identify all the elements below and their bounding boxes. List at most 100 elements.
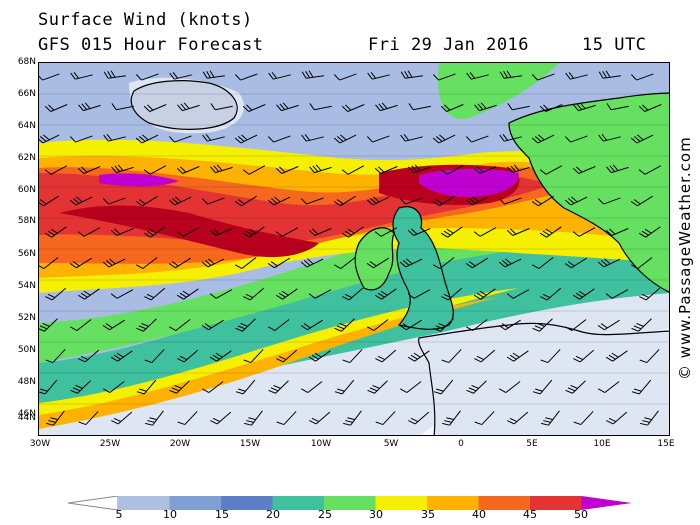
lon-label: 20W	[169, 439, 191, 449]
wind-barb	[408, 164, 431, 174]
wind-barb	[541, 410, 560, 426]
wind-barb	[210, 103, 233, 111]
wind-barb	[407, 350, 430, 362]
wind-barb	[366, 135, 390, 143]
colorbar-label: 50	[574, 508, 588, 521]
wind-barb	[630, 195, 653, 207]
colorbar-label: 5	[115, 508, 123, 521]
wind-barb	[466, 71, 489, 80]
lon-label: 5E	[526, 439, 538, 449]
lat-label: 54N	[17, 281, 36, 291]
lat-label: 46N	[17, 409, 36, 419]
wind-barb	[69, 257, 92, 269]
wind-barb	[341, 165, 365, 175]
scandinavia-landmass	[508, 92, 669, 293]
wind-speed-colorbar	[68, 496, 632, 510]
wind-barb	[46, 410, 65, 426]
wind-barb	[408, 103, 431, 111]
wind-barb	[432, 134, 456, 144]
lat-label: 44N	[17, 413, 36, 423]
wind-barb	[309, 103, 332, 111]
wind-barb	[465, 257, 488, 269]
wind-barb	[267, 257, 290, 269]
wind-core-west	[59, 205, 319, 258]
wind-barb	[597, 258, 621, 268]
wind-barb	[70, 380, 91, 394]
colorbar-segment	[324, 496, 376, 510]
wind-barb	[532, 379, 553, 395]
wind-barb	[168, 135, 192, 143]
wind-barb	[433, 318, 454, 332]
wind-barb	[308, 228, 332, 236]
wind-barb	[176, 288, 199, 300]
wind-barb	[234, 195, 257, 207]
wind-barb	[507, 103, 530, 111]
wind-barb	[77, 288, 100, 300]
wind-barb	[407, 228, 431, 236]
wind-barb	[366, 196, 390, 206]
wind-barb	[169, 71, 192, 80]
wind-barb	[375, 411, 396, 426]
wind-barb	[474, 411, 495, 426]
colorbar-high-arrow	[581, 496, 632, 510]
wind-barb	[631, 379, 652, 395]
wind-barb	[343, 410, 362, 426]
lat-label: 64N	[17, 121, 36, 131]
wind-barb	[474, 349, 496, 363]
wind-barb	[506, 228, 530, 236]
wind-barb	[539, 165, 563, 175]
wind-barb	[531, 257, 554, 269]
wind-barb	[110, 228, 134, 236]
wind-barb	[275, 227, 299, 237]
wind-barb	[598, 133, 621, 142]
lat-label: 66N	[17, 89, 36, 99]
colorbar-segment	[530, 496, 582, 510]
wind-barb	[565, 380, 586, 394]
wind-barb	[605, 350, 628, 362]
wind-barb	[333, 73, 357, 81]
wind-barb	[540, 287, 562, 301]
wind-barb	[573, 102, 596, 112]
wind-barb	[333, 134, 357, 144]
wind-barb	[44, 104, 68, 112]
colorbar-label: 35	[421, 508, 435, 521]
wind-barb	[539, 226, 562, 238]
wind-barb	[136, 379, 157, 395]
wind-barb	[39, 134, 60, 144]
wind-barb	[78, 102, 101, 112]
lat-label: 48N	[17, 377, 36, 387]
wind-barb	[341, 226, 364, 238]
wind-barb	[45, 349, 66, 364]
wind-barb	[374, 227, 398, 237]
wind-barb	[210, 411, 232, 425]
wind-barb	[102, 381, 125, 393]
wind-barb	[111, 164, 134, 174]
wind-barb	[300, 319, 323, 331]
wind-barb	[44, 226, 67, 238]
wind-barb	[507, 411, 529, 425]
wind-barb	[367, 380, 388, 394]
wind-barb	[77, 227, 101, 237]
wind-barb	[168, 196, 192, 206]
wind-barb	[399, 197, 423, 205]
wind-barb	[573, 349, 595, 363]
wind-barb	[39, 73, 60, 81]
wind-barb	[276, 102, 299, 112]
iceland-landmass	[130, 80, 238, 130]
wind-barb	[531, 134, 555, 144]
wind-barb	[605, 289, 629, 299]
wind-barb	[366, 257, 389, 269]
wind-barb	[102, 319, 125, 331]
colorbar-low-arrow	[68, 496, 119, 510]
wind-barb	[111, 103, 134, 111]
wind-barb	[442, 410, 461, 426]
lon-label: 0	[458, 439, 464, 449]
colorbar-label: 20	[266, 508, 280, 521]
wind-barb	[136, 318, 157, 332]
wind-barb	[465, 135, 489, 143]
wind-barb	[69, 196, 93, 206]
wind-barb	[531, 73, 555, 81]
wind-barb	[210, 164, 233, 174]
lat-label: 56N	[17, 249, 36, 259]
lat-label: 60N	[17, 185, 36, 195]
